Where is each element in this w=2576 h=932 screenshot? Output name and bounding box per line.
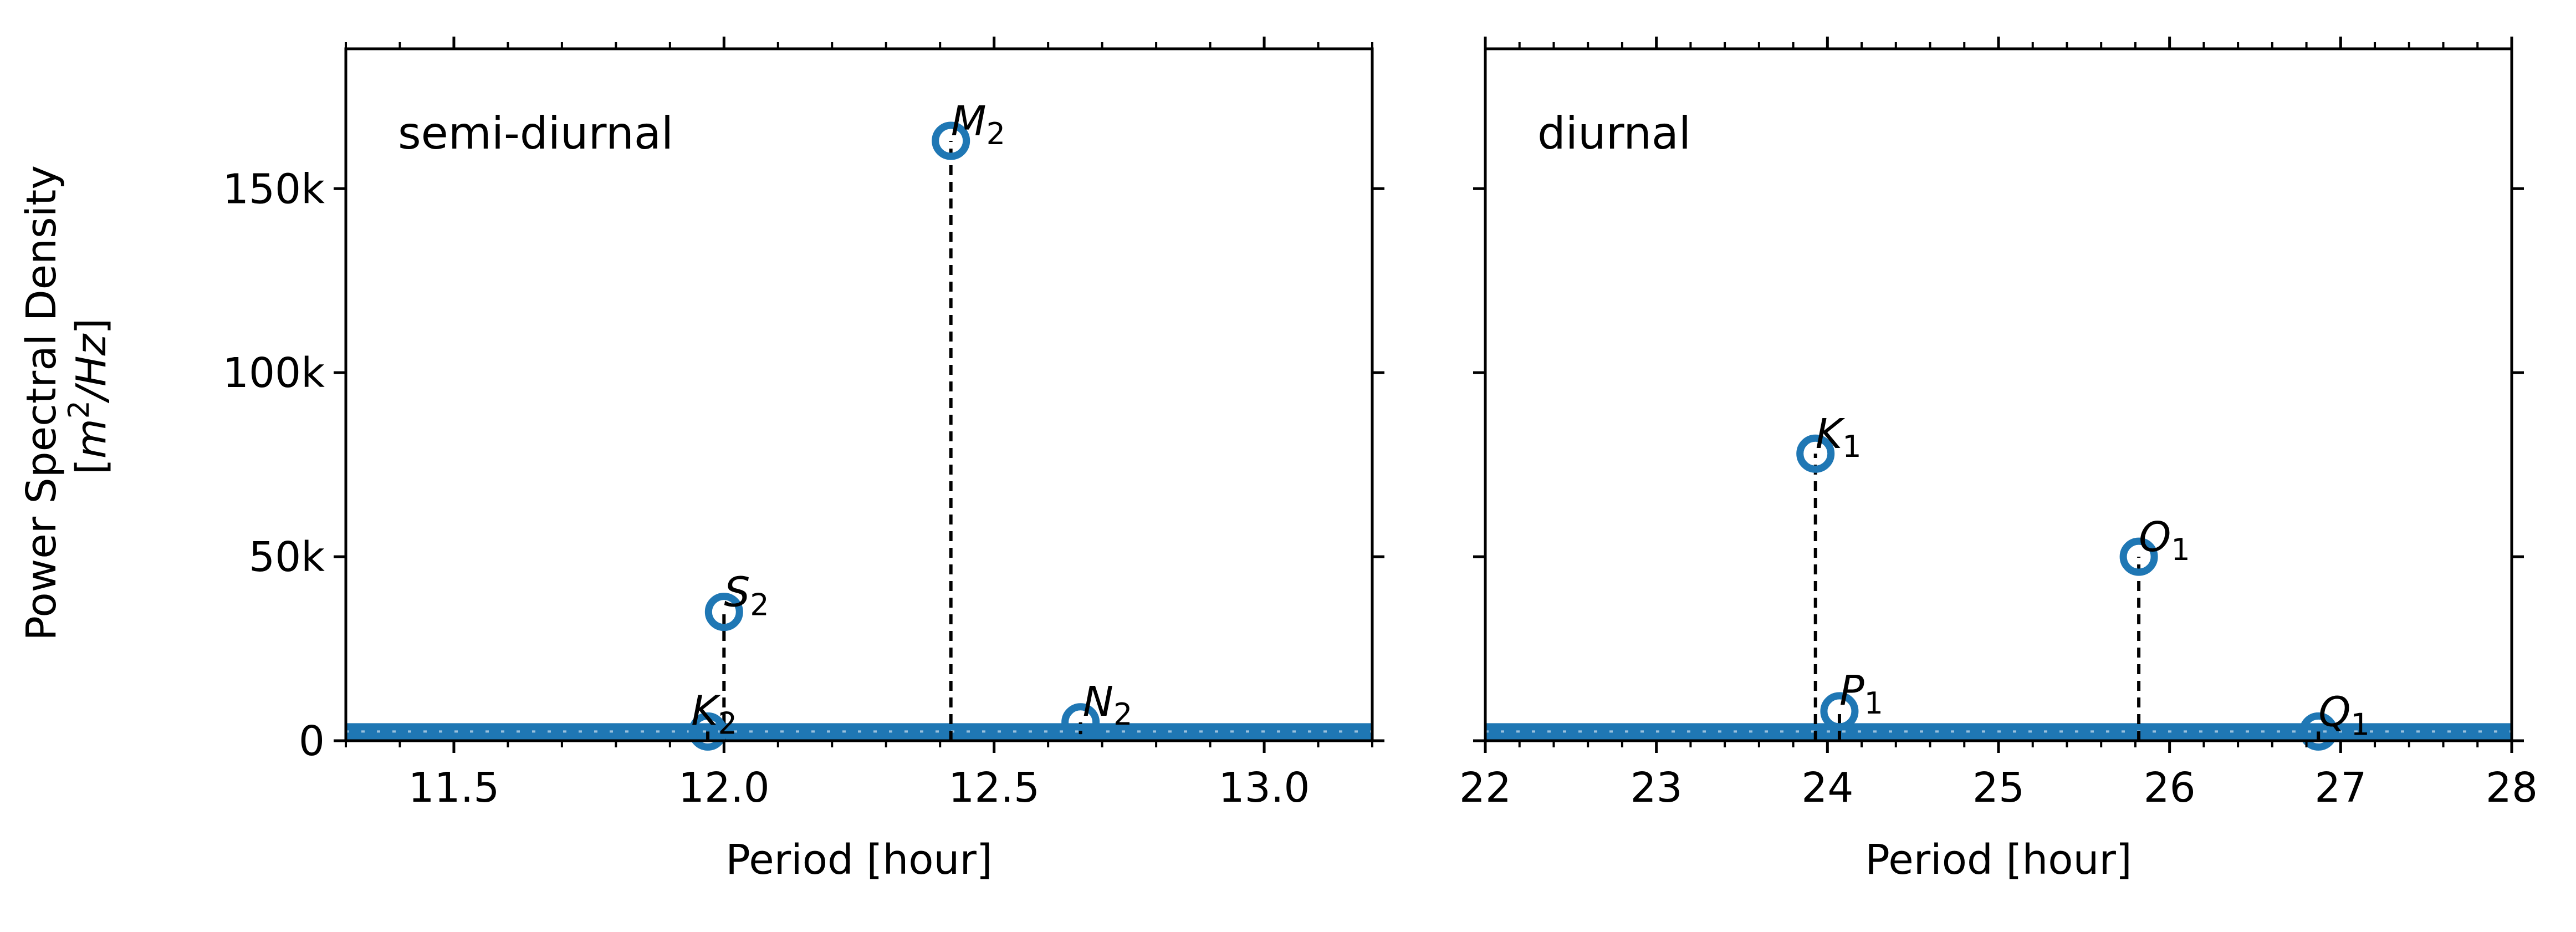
x-tick-label: 27 bbox=[2314, 764, 2367, 812]
x-tick-label: 13.0 bbox=[1219, 764, 1310, 812]
peak-label-subscript: 2 bbox=[987, 116, 1005, 151]
peak-label-subscript: 2 bbox=[718, 706, 737, 741]
x-tick-label: 28 bbox=[2486, 764, 2538, 812]
x-tick-label: 23 bbox=[1631, 764, 1683, 812]
peak-label-symbol: O bbox=[2139, 513, 2171, 561]
peak-label-symbol: P bbox=[1839, 667, 1864, 715]
y-tick-label: 150k bbox=[223, 165, 325, 213]
peak-label-subscript: 1 bbox=[1864, 686, 1883, 721]
peak-label: N2 bbox=[1083, 678, 1133, 732]
x-tick-label: 12.5 bbox=[948, 764, 1040, 812]
peak-label-subscript: 1 bbox=[1842, 429, 1861, 464]
peak-label-subscript: 1 bbox=[2171, 532, 2190, 567]
peak-marker bbox=[688, 712, 727, 751]
peak-label: Q1 bbox=[2318, 688, 2370, 742]
peak-label-subscript: 1 bbox=[2350, 707, 2369, 742]
peak-label: O1 bbox=[2139, 513, 2190, 567]
peak-label-symbol: S bbox=[724, 569, 750, 617]
peak-label-subscript: 2 bbox=[750, 588, 769, 623]
y-axis-label-line2-open: [ bbox=[68, 459, 115, 475]
panel-label: diurnal bbox=[1537, 108, 1691, 159]
peak-label: K1 bbox=[1816, 410, 1862, 464]
y-tick-label: 50k bbox=[249, 533, 325, 581]
y-axis-label: Power Spectral Density [m2/Hz] bbox=[18, 152, 115, 640]
peak-marker bbox=[1061, 703, 1100, 742]
x-tick-label: 24 bbox=[1801, 764, 1853, 812]
peak-label: S2 bbox=[724, 569, 769, 623]
peak-marker bbox=[1820, 692, 1859, 731]
x-tick-label: 22 bbox=[1459, 764, 1511, 812]
x-axis-label: Period [hour] bbox=[1865, 836, 2132, 884]
x-tick-label: 26 bbox=[2144, 764, 2196, 812]
peak-label: K2 bbox=[691, 687, 737, 741]
y-tick-label: 0 bbox=[299, 717, 325, 765]
x-tick-label: 25 bbox=[1972, 764, 2025, 812]
y-axis-label-line1: Power Spectral Density bbox=[18, 165, 65, 641]
peak-marker bbox=[2299, 712, 2338, 751]
x-axis-label: Period [hour] bbox=[725, 836, 993, 884]
y-axis-label-unit-rest: /Hz bbox=[68, 333, 115, 404]
x-tick-label: 12.0 bbox=[678, 764, 770, 812]
peak-marker bbox=[2119, 537, 2158, 576]
peak-label-symbol: N bbox=[1083, 678, 1113, 726]
axes-frame bbox=[344, 47, 1374, 742]
peak-marker bbox=[932, 121, 970, 160]
peak-label-symbol: K bbox=[691, 687, 721, 735]
peak-label: P1 bbox=[1839, 667, 1883, 721]
peak-marker bbox=[704, 593, 743, 631]
y-tick-label: 100k bbox=[223, 349, 325, 397]
peak-label-symbol: K bbox=[1816, 410, 1846, 458]
peak-label-symbol: M bbox=[951, 98, 987, 145]
peak-marker bbox=[1796, 434, 1835, 473]
x-tick-label: 11.5 bbox=[408, 764, 500, 812]
peak-label-symbol: Q bbox=[2318, 688, 2350, 736]
y-axis-label-line2-close: ] bbox=[68, 318, 115, 334]
peak-label-subscript: 2 bbox=[1113, 697, 1132, 732]
y-axis-label-unit-sup: 2 bbox=[63, 400, 96, 419]
y-axis-label-unit-m: m bbox=[68, 419, 115, 459]
panel-label: semi-diurnal bbox=[398, 108, 673, 159]
peak-label: M2 bbox=[951, 98, 1005, 151]
